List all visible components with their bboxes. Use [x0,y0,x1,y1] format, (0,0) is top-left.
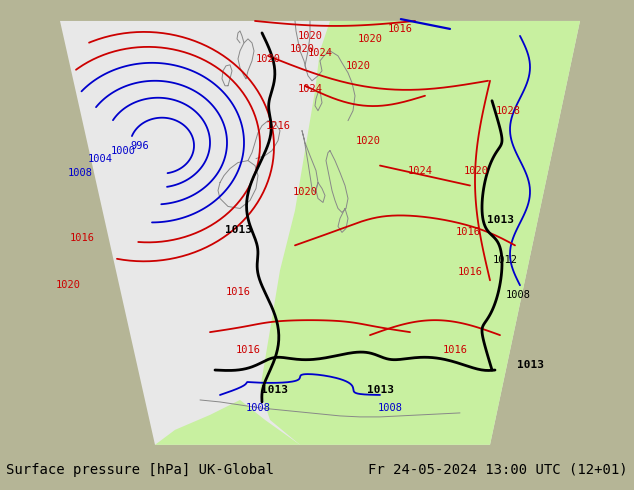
Polygon shape [260,21,580,445]
Text: 1024: 1024 [408,166,432,175]
Text: 1013: 1013 [517,360,543,370]
Text: 1016: 1016 [455,227,481,237]
Text: 1008: 1008 [67,168,93,177]
Text: 1013: 1013 [366,385,394,395]
Text: 1028: 1028 [496,106,521,116]
Text: 1020: 1020 [356,136,380,146]
Text: 1020: 1020 [346,61,370,71]
Text: 1013: 1013 [261,385,288,395]
Text: 1008: 1008 [245,403,271,413]
Text: 1020: 1020 [463,166,489,175]
Text: 1020: 1020 [256,54,280,64]
Text: 1024: 1024 [307,48,332,58]
Text: 1013: 1013 [224,225,252,235]
Polygon shape [60,21,580,445]
Text: 1000: 1000 [110,146,136,156]
Text: 1020: 1020 [290,44,314,54]
Text: 1024: 1024 [297,84,323,94]
Polygon shape [155,400,300,445]
Text: 1020: 1020 [56,280,81,290]
Text: 1008: 1008 [377,403,403,413]
Text: 1016: 1016 [458,267,482,277]
Text: 1012: 1012 [493,255,517,265]
Text: 1004: 1004 [87,153,112,164]
Text: 1016: 1016 [235,345,261,355]
Text: 1016: 1016 [387,24,413,34]
Text: 1016: 1016 [70,233,94,244]
Text: 1216: 1216 [266,121,290,131]
Text: Surface pressure [hPa] UK-Global: Surface pressure [hPa] UK-Global [6,463,275,477]
Text: 1020: 1020 [358,34,382,44]
Text: 996: 996 [131,141,150,150]
Text: 1016: 1016 [226,287,250,297]
Text: 1016: 1016 [443,345,467,355]
Text: Fr 24-05-2024 13:00 UTC (12+01): Fr 24-05-2024 13:00 UTC (12+01) [368,463,628,477]
Text: 1020: 1020 [292,188,318,197]
Text: 1020: 1020 [297,31,323,41]
Text: 1008: 1008 [505,290,531,300]
Text: 1013: 1013 [486,216,514,225]
